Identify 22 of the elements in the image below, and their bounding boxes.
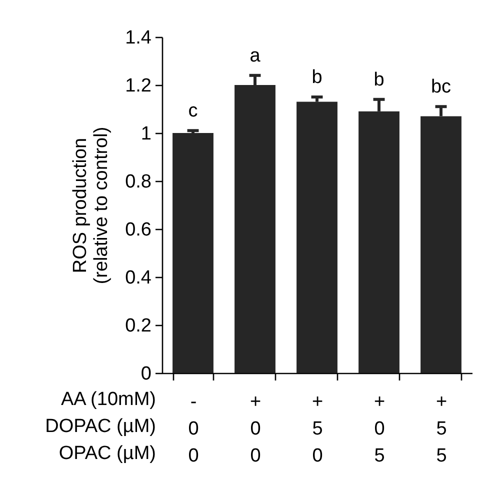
y-tick-label: 1.4 [125, 28, 152, 48]
x-tick-label: + 5 5 [436, 392, 448, 466]
annotation: b [374, 69, 384, 90]
annotation: b [312, 67, 322, 88]
x-axis-title: AA (10mM) DOPAC (µM) OPAC (µM) [45, 389, 156, 464]
annotation: a [250, 45, 261, 66]
bar [296, 102, 338, 373]
y-tick-label: 0.4 [125, 268, 152, 288]
y-tick-label: 0.8 [125, 172, 152, 192]
x-tick-label: + 0 0 [250, 392, 262, 466]
y-tick-label: 0 [140, 364, 152, 384]
annotation: bc [430, 76, 452, 98]
bar [172, 133, 214, 373]
y-tick-label: 1 [140, 124, 152, 144]
y-tick-label: 0.2 [125, 316, 152, 336]
x-tick-label: + 0 5 [374, 392, 386, 466]
x-tick-label: + 5 0 [312, 392, 324, 466]
x-tick-label: - 0 0 [188, 392, 199, 466]
y-axis-title: ROS production (relative to control) [70, 126, 112, 284]
y-tick-label: 0.6 [125, 220, 152, 240]
y-tick-label: 1.2 [125, 76, 152, 96]
annotation: c [188, 100, 198, 122]
